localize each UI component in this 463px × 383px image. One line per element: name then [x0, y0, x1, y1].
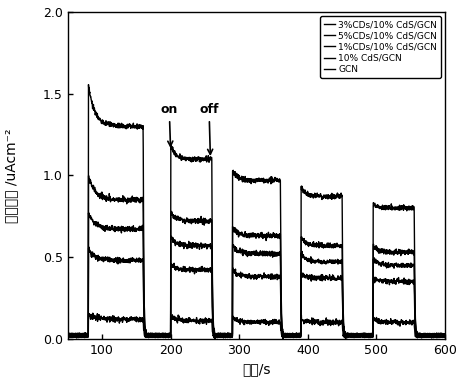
Y-axis label: 电流强度 /uAcm⁻²: 电流强度 /uAcm⁻² [5, 128, 19, 223]
Text: on: on [160, 103, 177, 146]
Legend: 3%CDs/10% CdS/GCN, 5%CDs/10% CdS/GCN, 1%CDs/10% CdS/GCN, 10% CdS/GCN, GCN: 3%CDs/10% CdS/GCN, 5%CDs/10% CdS/GCN, 1%… [319, 16, 440, 78]
X-axis label: 时间/s: 时间/s [242, 362, 270, 376]
Text: off: off [199, 103, 219, 154]
